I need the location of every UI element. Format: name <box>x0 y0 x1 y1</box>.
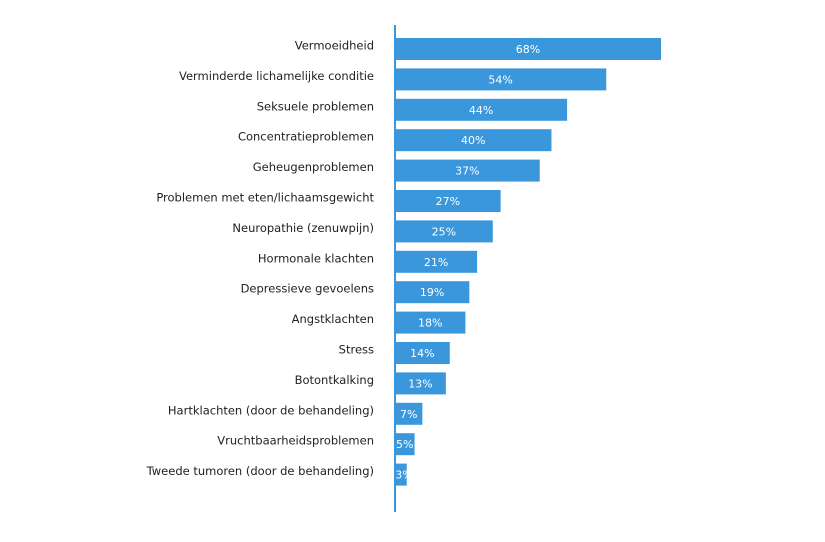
bar <box>395 98 568 121</box>
bar <box>395 220 493 243</box>
category-label: Neuropathie (zenuwpijn) <box>232 221 374 235</box>
category-label: Problemen met eten/lichaamsgewicht <box>156 191 374 205</box>
category-label: Vermoeidheid <box>295 39 374 53</box>
category-label: Hormonale klachten <box>258 251 374 265</box>
bar <box>395 190 501 212</box>
value-label: 19% <box>420 286 444 299</box>
value-label: 3% <box>395 469 412 482</box>
bar <box>395 129 552 152</box>
category-label: Geheugenproblemen <box>253 160 374 174</box>
value-label: 44% <box>469 104 493 117</box>
value-label: 25% <box>432 225 456 238</box>
category-label: Tweede tumoren (door de behandeling) <box>146 464 374 478</box>
category-label: Verminderde lichamelijke conditie <box>179 69 374 83</box>
value-label: 37% <box>455 165 479 178</box>
bar <box>395 38 661 60</box>
bar <box>395 463 407 486</box>
bar <box>395 372 446 395</box>
bar <box>395 402 423 425</box>
category-label: Seksuele problemen <box>257 99 374 113</box>
bar <box>395 159 540 182</box>
value-label: 27% <box>436 195 460 208</box>
bar <box>395 311 466 334</box>
category-label: Concentratieproblemen <box>238 130 374 144</box>
value-label: 54% <box>488 73 512 86</box>
bar <box>395 281 470 304</box>
category-label: Angstklachten <box>292 312 374 326</box>
category-label: Depressieve gevoelens <box>241 282 374 296</box>
bar <box>395 433 415 456</box>
value-label: 14% <box>410 347 434 360</box>
value-label: 21% <box>424 256 448 269</box>
bar <box>395 250 478 273</box>
value-label: 68% <box>516 43 540 56</box>
value-label: 13% <box>408 377 432 390</box>
value-label: 7% <box>400 408 417 421</box>
bar <box>395 342 450 364</box>
category-label: Vruchtbaarheidsproblemen <box>217 434 374 448</box>
category-label: Stress <box>339 343 374 357</box>
category-label: Botontkalking <box>295 373 374 387</box>
value-label: 40% <box>461 134 485 147</box>
bar <box>395 68 607 91</box>
value-label: 5% <box>396 438 413 451</box>
category-label: Hartklachten (door de behandeling) <box>168 403 374 417</box>
value-label: 18% <box>418 317 442 330</box>
